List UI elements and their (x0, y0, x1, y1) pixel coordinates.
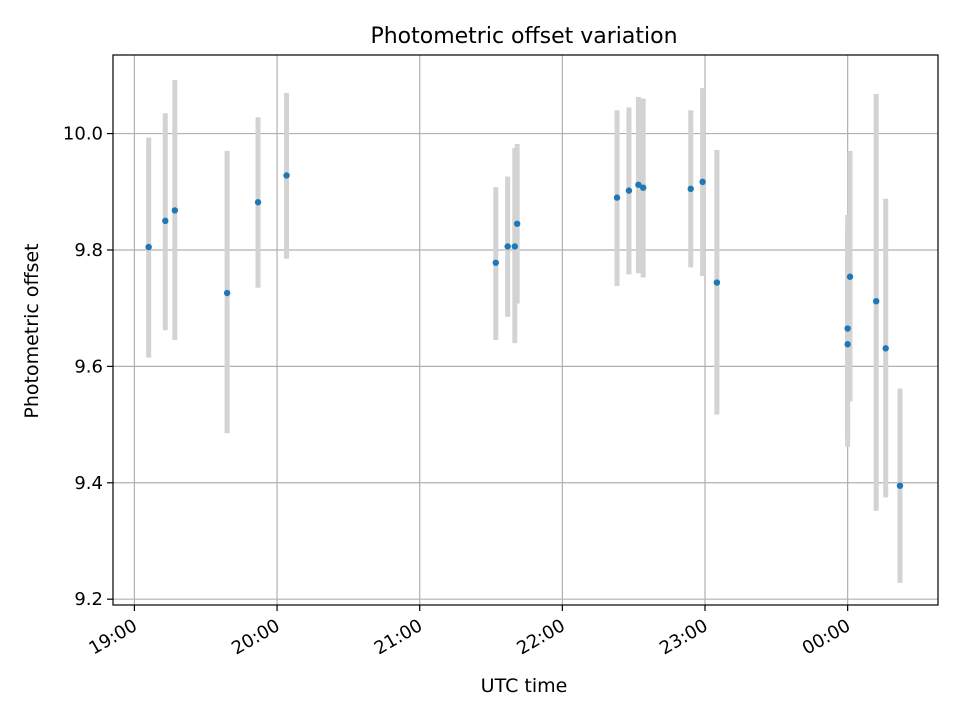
data-point (254, 199, 262, 206)
x-axis-label: UTC time (481, 675, 568, 697)
data-point (872, 297, 880, 305)
y-tick-label: 9.4 (74, 473, 103, 494)
data-point (613, 194, 621, 201)
data-point (625, 187, 633, 194)
data-points (145, 172, 904, 489)
y-tick-label: 9.8 (74, 240, 103, 261)
data-point (504, 243, 511, 250)
data-point (635, 181, 642, 188)
data-point (283, 172, 290, 179)
data-point (844, 325, 851, 332)
data-point (844, 341, 851, 348)
y-tick-label: 9.6 (74, 356, 103, 377)
y-tick-label: 9.2 (74, 589, 103, 610)
data-point (896, 482, 904, 489)
y-axis-ticks: 9.2 9.4 9.6 9.8 10.0 (63, 124, 113, 610)
data-point (223, 289, 231, 297)
data-point (162, 217, 169, 225)
chart-title: Photometric offset variation (370, 24, 677, 49)
data-point (513, 220, 521, 227)
data-point (145, 243, 152, 251)
data-point (713, 279, 721, 286)
data-point (699, 178, 706, 186)
data-point (846, 273, 854, 280)
data-point (492, 259, 499, 266)
data-point (171, 207, 179, 214)
data-point (882, 345, 889, 352)
y-tick-label: 10.0 (63, 124, 103, 145)
data-point (511, 243, 519, 250)
plot-frame (112, 54, 939, 606)
y-axis-label: Photometric offset (21, 243, 43, 418)
data-point (639, 184, 647, 191)
data-point (687, 185, 694, 193)
